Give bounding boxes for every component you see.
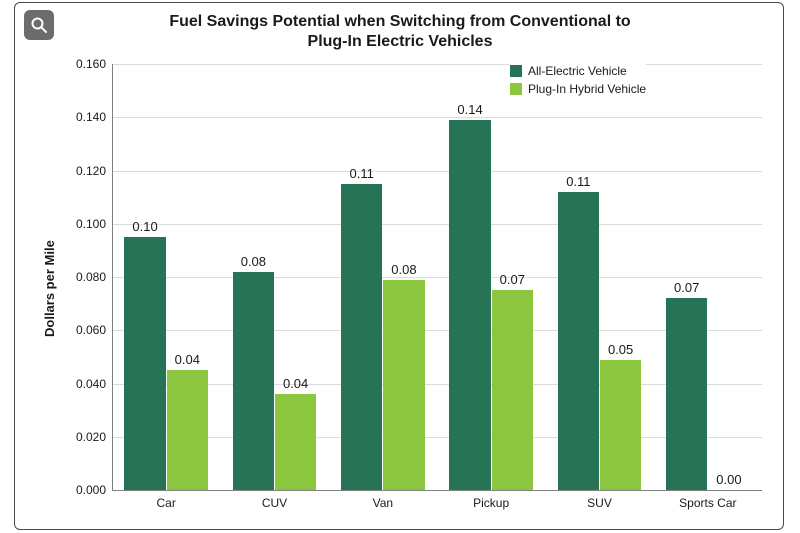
bar [275,394,316,490]
bar [341,184,382,490]
gridline [112,277,762,278]
chart-title-line: Fuel Savings Potential when Switching fr… [169,13,630,30]
x-tick-label: Car [156,496,175,510]
bar [492,290,533,490]
x-tick-label: Van [373,496,393,510]
legend-label: Plug-In Hybrid Vehicle [528,82,646,96]
bar [666,298,707,490]
x-tick-label: CUV [262,496,287,510]
y-axis-label: Dollars per Mile [42,240,57,337]
bar-value-label: 0.08 [241,254,266,269]
bar [233,272,274,490]
bar-value-label: 0.04 [283,376,308,391]
bar-value-label: 0.04 [175,352,200,367]
x-tick-label: Pickup [473,496,509,510]
y-tick-label: 0.000 [64,483,106,497]
bar-value-label: 0.07 [674,280,699,295]
gridline [112,437,762,438]
y-tick-label: 0.100 [64,217,106,231]
bar-value-label: 0.11 [566,174,590,189]
legend-swatch [510,83,522,95]
gridline [112,224,762,225]
y-tick-label: 0.060 [64,323,106,337]
gridline [112,64,762,65]
bar [124,237,165,490]
y-axis-line [112,64,113,490]
y-tick-label: 0.020 [64,430,106,444]
bar [167,370,208,490]
bar-value-label: 0.10 [132,219,157,234]
bar-value-label: 0.11 [350,166,374,181]
chart-title: Fuel Savings Potential when Switching fr… [0,12,800,52]
legend: All-Electric Vehicle Plug-In Hybrid Vehic… [510,64,646,100]
bar-value-label: 0.00 [716,472,741,487]
x-axis-line [112,490,762,491]
legend-item: Plug-In Hybrid Vehicle [510,82,646,96]
bar-value-label: 0.08 [391,262,416,277]
x-tick-label: SUV [587,496,612,510]
y-tick-label: 0.120 [64,164,106,178]
bar-value-label: 0.14 [457,102,482,117]
bar [383,280,424,490]
gridline [112,171,762,172]
gridline [112,117,762,118]
bar-value-label: 0.07 [500,272,525,287]
plot-area: 0.10 0.04 0.08 0.04 0.11 0.08 0.14 0.07 0.11 0.05… [112,64,762,490]
legend-swatch [510,65,522,77]
chart-title-line: Plug-In Electric Vehicles [308,33,493,50]
gridline [112,384,762,385]
y-tick-label: 0.140 [64,110,106,124]
gridline [112,330,762,331]
bar [600,360,641,490]
legend-label: All-Electric Vehicle [528,64,627,78]
x-tick-label: Sports Car [679,496,736,510]
bar [558,192,599,490]
y-tick-label: 0.040 [64,377,106,391]
bar [449,120,490,490]
y-tick-label: 0.080 [64,270,106,284]
y-tick-label: 0.160 [64,57,106,71]
legend-item: All-Electric Vehicle [510,64,646,78]
bar-value-label: 0.05 [608,342,633,357]
